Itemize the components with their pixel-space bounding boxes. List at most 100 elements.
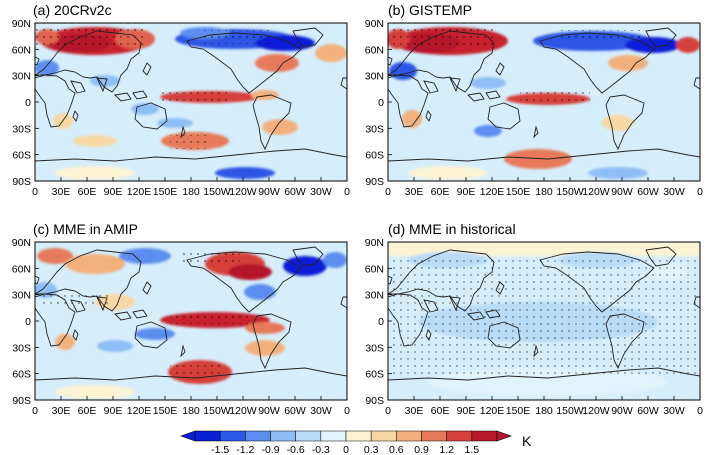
panel-d-lon-label: 60E <box>431 405 450 417</box>
panel-b-lon-label: 30E <box>405 186 424 198</box>
panel-b-lon-label: 30W <box>663 186 685 198</box>
colorbar-cell <box>194 430 221 442</box>
panel-c-lat-label: 90S <box>12 395 31 407</box>
colorbar-cells <box>180 430 512 442</box>
panel-d-lon-label: 30E <box>405 405 424 417</box>
panel-c-lon-label: 0 <box>344 405 350 417</box>
panel-b-lon-label: 0 <box>697 186 703 198</box>
colorbar-tick-label: 1.2 <box>439 444 454 455</box>
colorbar-tick-label: -0.9 <box>261 444 279 455</box>
panel-d-title: (d) MME in historical <box>388 221 516 237</box>
panel-b-lat-label: 30N <box>365 71 384 83</box>
colorbar-cell <box>270 430 296 442</box>
panel-c-lon-label: 120W <box>229 405 257 417</box>
panel-c-lon-label: 150W <box>203 405 231 417</box>
panel-a: (a) 20CRv2c <box>33 2 348 182</box>
panel-c-lon-label: 180 <box>182 405 200 417</box>
panel-a-lon-label: 150W <box>203 186 231 198</box>
panel-c-lat-label: 60N <box>12 263 31 275</box>
panel-a-lon-label: 180 <box>182 186 200 198</box>
panel-a-lon-label: 90W <box>258 186 280 198</box>
colorbar-cell <box>219 430 246 442</box>
panel-d: (d) MME in historical <box>387 221 701 401</box>
colorbar-cell <box>370 430 397 442</box>
panel-a-lat-label: 30N <box>12 71 31 83</box>
panel-b-lon-label: 120E <box>480 186 505 198</box>
panel-a-lat-label: 0 <box>25 97 31 109</box>
panel-a-lon-label: 30E <box>52 186 71 198</box>
panel-a-lon-label: 30W <box>310 186 332 198</box>
panel-b: (b) GISTEMP <box>387 2 701 182</box>
panel-a-lat-label: 30S <box>12 123 31 135</box>
panel-b-lon-label: 150W <box>556 186 584 198</box>
panel-d-lon-label: 60W <box>637 405 659 417</box>
colorbar-tick-label: 0.6 <box>389 444 404 455</box>
colorbar-tick-label: 1.5 <box>465 444 480 455</box>
panel-d-lat-label: 30N <box>365 290 384 302</box>
panel-c-lat-label: 30S <box>12 342 31 354</box>
colorbar-tick-label: -0.6 <box>287 444 305 455</box>
colorbar-cell <box>245 430 271 442</box>
colorbar-min-arrow <box>180 430 196 442</box>
panel-c-lon-label: 60E <box>78 405 97 417</box>
panel-b-lon-label: 60E <box>431 186 450 198</box>
panel-d-lon-label: 30W <box>663 405 685 417</box>
panel-b-lon-label: 0 <box>385 186 391 198</box>
panel-b-lon-label: 90E <box>457 186 476 198</box>
panel-a-lat-label: 60N <box>12 44 31 56</box>
panel-b-lon-label: 150E <box>506 186 531 198</box>
panel-c-lon-label: 30W <box>310 405 332 417</box>
panel-b-lon-label: 120W <box>582 186 610 198</box>
panel-c-lon-label: 90W <box>258 405 280 417</box>
colorbar-ticks: -1.5 -1.2 -0.9 -0.6 -0.3 0 0.3 0.6 0.9 1.2 1.5 <box>211 444 479 455</box>
panel-c-lat-label: 60S <box>12 369 31 381</box>
panel-c-lat-label: 90N <box>12 237 31 249</box>
colorbar-max-arrow <box>496 430 512 442</box>
panel-a-lon-label: 120E <box>127 186 152 198</box>
panel-d-lon-label: 150W <box>556 405 584 417</box>
panel-c-lon-label: 90E <box>104 405 123 417</box>
panel-a-lon-label: 150E <box>153 186 178 198</box>
panel-d-lon-label: 120W <box>582 405 610 417</box>
panel-d-lon-label: 120E <box>480 405 505 417</box>
colorbar-cell <box>471 430 498 442</box>
panel-d-lat-label: 0 <box>378 316 384 328</box>
panel-d-lon-label: 90W <box>611 405 633 417</box>
colorbar-tick-label: -0.3 <box>312 444 330 455</box>
panel-d-lat-label: 90N <box>365 237 384 249</box>
panel-c-lat-label: 0 <box>25 316 31 328</box>
panel-b-lat-label: 90N <box>365 18 384 30</box>
panel-b-lon-label: 180 <box>535 186 553 198</box>
panel-d-lon-label: 0 <box>697 405 703 417</box>
panel-d-lat-label: 90S <box>365 395 384 407</box>
panel-b-lat-label: 60S <box>365 150 384 162</box>
panel-b-lat-label: 0 <box>378 97 384 109</box>
panel-c-lon-label: 60W <box>284 405 306 417</box>
panel-d-lat-label: 60S <box>365 369 384 381</box>
panel-b-lon-label: 60W <box>637 186 659 198</box>
panel-b-lat-label: 60N <box>365 44 384 56</box>
panel-a-lon-label: 0 <box>344 186 350 198</box>
panel-c-title: (c) MME in AMIP <box>33 221 138 237</box>
colorbar-cell <box>345 430 372 442</box>
panel-a-lon-label: 0 <box>32 186 38 198</box>
panel-c-lon-label: 30E <box>52 405 71 417</box>
colorbar-tick-label: 0 <box>343 444 349 455</box>
colorbar-cell <box>295 430 322 442</box>
colorbar: -1.5 -1.2 -0.9 -0.6 -0.3 0 0.3 0.6 0.9 1.2 1.5 K <box>180 430 532 455</box>
colorbar-tick-label: 0.3 <box>364 444 379 455</box>
panel-b-lat-label: 30S <box>365 123 384 135</box>
panel-c: (c) MME in AMIP <box>33 221 348 401</box>
panel-d-lon-label: 0 <box>385 405 391 417</box>
panel-d-lon-label: 180 <box>535 405 553 417</box>
panel-d-lat-label: 60N <box>365 263 384 275</box>
panel-c-lon-label: 120E <box>127 405 152 417</box>
panel-c-lon-label: 0 <box>32 405 38 417</box>
panel-b-lon-label: 90W <box>611 186 633 198</box>
colorbar-tick-label: 0.9 <box>414 444 429 455</box>
panel-c-lon-label: 150E <box>153 405 178 417</box>
panel-d-lon-label: 90E <box>457 405 476 417</box>
panel-b-title: (b) GISTEMP <box>388 2 472 18</box>
